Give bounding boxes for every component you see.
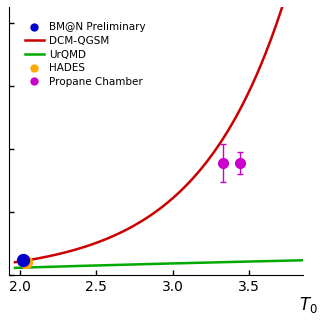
Point — [20, 257, 25, 262]
Point — [23, 260, 28, 265]
Legend: BM@N Preliminary, DCM-QGSM, UrQMD, HADES, Propane Chamber: BM@N Preliminary, DCM-QGSM, UrQMD, HADES… — [23, 20, 148, 89]
X-axis label: $T_0$ [: $T_0$ [ — [299, 293, 320, 315]
